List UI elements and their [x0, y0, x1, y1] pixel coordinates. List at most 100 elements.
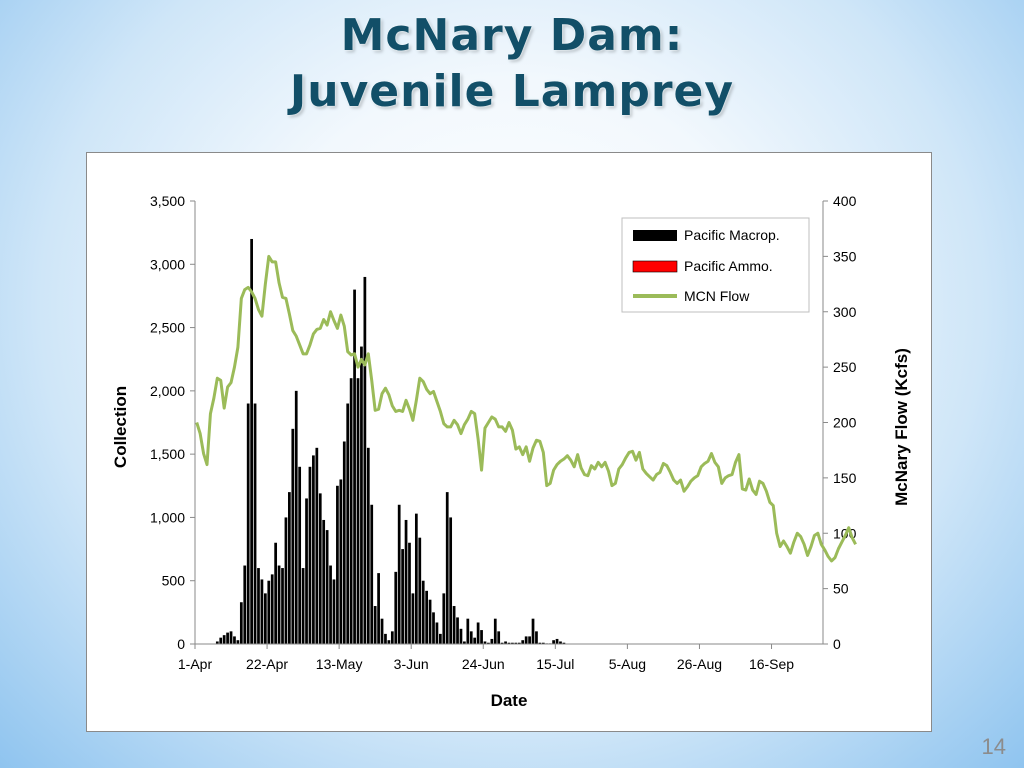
x-tick-label: 13-May — [316, 656, 363, 672]
collection-bar — [528, 636, 531, 644]
collection-bar — [332, 579, 336, 644]
collection-bar — [541, 642, 545, 644]
x-tick-label: 22-Apr — [246, 656, 288, 672]
collection-bar — [463, 641, 466, 644]
y2-tick-label: 350 — [833, 248, 857, 264]
collection-bar — [483, 641, 487, 644]
y2-tick-label: 400 — [833, 193, 857, 209]
x-tick-label: 24-Jun — [462, 656, 505, 672]
collection-bar — [233, 636, 236, 644]
collection-bar — [469, 631, 473, 644]
collection-bar — [507, 642, 511, 644]
legend-label-flow: MCN Flow — [684, 288, 750, 304]
collection-bar — [274, 542, 278, 644]
collection-bar — [291, 428, 295, 644]
collection-bar — [288, 492, 291, 644]
y2-tick-label: 250 — [833, 359, 857, 375]
collection-bar — [322, 519, 326, 644]
collection-bar — [425, 590, 429, 644]
collection-bar — [421, 580, 425, 644]
collection-bar — [456, 617, 459, 644]
collection-bar — [284, 517, 288, 644]
page-number: 14 — [981, 734, 1006, 759]
x-tick-label: 1-Apr — [178, 656, 213, 672]
collection-bar — [401, 549, 404, 644]
collection-bar — [243, 565, 247, 644]
collection-bar — [418, 537, 422, 644]
collection-bar — [308, 466, 312, 644]
y-tick-label: 2,500 — [150, 320, 185, 336]
collection-bar — [294, 390, 298, 644]
y2-tick-label: 0 — [833, 636, 841, 652]
x-tick-label: 26-Aug — [677, 656, 722, 672]
collection-bar — [246, 403, 250, 644]
collection-bar — [250, 238, 253, 644]
y-tick-label: 1,500 — [150, 446, 185, 462]
collection-bar — [439, 633, 442, 644]
collection-bar — [452, 606, 456, 644]
y2-tick-label: 150 — [833, 470, 857, 486]
collection-bar — [373, 606, 377, 644]
x-tick-label: 16-Sep — [749, 656, 794, 672]
collection-bar — [301, 568, 305, 644]
collection-bar — [535, 631, 538, 644]
collection-bar — [504, 641, 507, 644]
y2-tick-label: 50 — [833, 581, 849, 597]
collection-bar — [263, 593, 267, 644]
collection-bar — [349, 378, 353, 644]
collection-bar — [411, 593, 415, 644]
labels-group: Date Collection McNary Flow (Kcfs) — [111, 348, 911, 710]
collection-bar — [538, 642, 542, 644]
legend-label-ammo: Pacific Ammo. — [684, 258, 773, 274]
collection-bar — [497, 631, 501, 644]
legend-swatch-ammo — [632, 260, 678, 273]
chart-frame: 0 500 1,000 1,500 2,000 2,500 3,000 3,500 0 50 100… — [86, 152, 932, 732]
collection-bar — [459, 628, 463, 644]
collection-bar — [270, 574, 274, 644]
flow-line-group — [195, 254, 857, 563]
collection-bar — [239, 602, 243, 644]
collection-bar — [277, 565, 281, 644]
collection-bar — [480, 630, 483, 644]
legend: Pacific Macrop. Pacific Ammo. MCN Flow — [621, 217, 810, 313]
x-tick-label: 15-Jul — [536, 656, 574, 672]
collection-bar — [219, 637, 223, 644]
collection-bar — [428, 599, 432, 644]
collection-bar — [370, 504, 374, 644]
collection-bar — [215, 641, 219, 644]
y2-axis-title: McNary Flow (Kcfs) — [892, 348, 911, 506]
collection-bar — [346, 403, 350, 644]
slide-title-line-1: McNary Dam: — [340, 10, 684, 61]
collection-bar — [222, 635, 226, 644]
collection-bar — [315, 447, 319, 644]
collection-bar — [435, 622, 439, 644]
collection-bar — [432, 612, 435, 644]
collection-bar — [473, 637, 477, 644]
collection-bar — [298, 466, 302, 644]
collection-bar — [325, 530, 329, 644]
collection-bar — [531, 618, 535, 644]
y-tick-label: 2,000 — [150, 383, 185, 399]
collection-bar — [466, 618, 470, 644]
collection-bar — [336, 485, 339, 644]
flow-series-line — [195, 254, 857, 563]
collection-bar — [366, 447, 370, 644]
collection-bar — [312, 455, 315, 644]
collection-bar — [552, 640, 555, 644]
chart-svg: 05001,0001,5002,0002,5003,0003,500050100… — [111, 193, 911, 710]
collection-bar — [524, 636, 528, 644]
collection-bar — [236, 640, 240, 644]
collection-bar — [305, 498, 308, 644]
collection-bar — [318, 493, 322, 644]
slide-title-line-2: Juvenile Lamprey — [289, 66, 735, 117]
collection-bar — [329, 565, 332, 644]
collection-bar — [360, 346, 363, 644]
collection-bar — [397, 504, 401, 644]
collection-bar — [500, 642, 504, 644]
collection-bar — [517, 642, 521, 644]
collection-bar — [445, 492, 449, 644]
collection-bar — [404, 519, 408, 644]
y-tick-label: 1,000 — [150, 509, 185, 525]
collection-bar — [408, 542, 411, 644]
y-axis-title: Collection — [111, 386, 130, 468]
